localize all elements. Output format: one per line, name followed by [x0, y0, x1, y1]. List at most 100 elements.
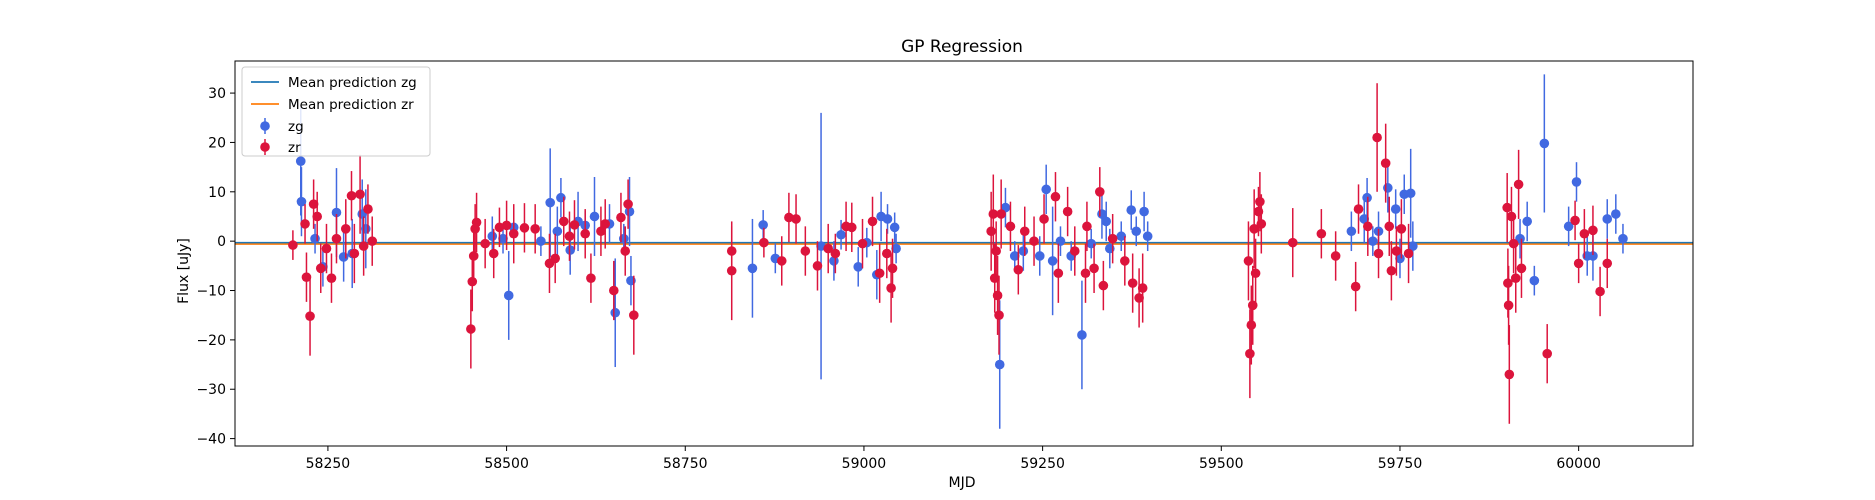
data-point-zg [1018, 246, 1029, 256]
data-point-zr [784, 212, 794, 223]
data-point-zr [1039, 214, 1049, 224]
legend-label-zr: zr [288, 140, 301, 156]
data-point-zg [1142, 231, 1153, 242]
data-point-zg [1602, 214, 1613, 224]
data-point-zr [1363, 221, 1373, 232]
data-point-zr [1570, 215, 1580, 226]
data-point-zr [986, 226, 996, 237]
data-point-zg [836, 229, 846, 240]
data-point-zr [791, 214, 801, 224]
data-point-zr [600, 219, 611, 229]
data-point-zg [891, 243, 901, 254]
data-point-zr [1391, 246, 1402, 256]
data-point-zg [1009, 251, 1020, 261]
x-axis-label: MJD [949, 475, 976, 491]
data-point-zg [1408, 241, 1418, 251]
data-point-zr [550, 253, 560, 264]
data-point-zr [1107, 233, 1118, 244]
y-tick-label: 30 [208, 86, 226, 102]
data-point-zr [623, 199, 633, 209]
data-point-zr [321, 243, 332, 254]
data-point-zg [1618, 233, 1628, 244]
data-point-zr [301, 272, 312, 282]
data-point-zr [315, 263, 326, 274]
data-point-zr [759, 237, 769, 248]
data-point-zr [1330, 251, 1341, 261]
plot-frame [234, 60, 1694, 447]
data-point-zr [569, 220, 580, 230]
data-point-zg [1139, 206, 1149, 217]
data-point-zr [996, 209, 1006, 219]
data-point-zg [296, 196, 307, 207]
x-tick-label: 58750 [663, 456, 708, 472]
data-point-zg [1131, 226, 1142, 237]
x-tick-label: 59250 [1020, 456, 1065, 472]
data-point-zr [800, 246, 811, 256]
data-point-zr [358, 241, 369, 251]
data-point-zr [346, 190, 357, 201]
data-point-zg [536, 236, 546, 246]
y-tick-label: −10 [196, 284, 226, 300]
data-point-zr [1053, 268, 1064, 279]
data-point-zr [726, 246, 737, 256]
legend-marker-zg [260, 121, 270, 131]
data-point-zg [1126, 205, 1137, 215]
y-tick-label: 0 [217, 234, 226, 250]
data-point-zr [1502, 202, 1512, 213]
data-point-zg [1368, 236, 1378, 246]
data-point-zg [610, 307, 621, 318]
data-point-zr [367, 236, 378, 246]
data-point-zg [310, 233, 320, 244]
data-point-zg [1077, 330, 1087, 340]
data-point-zr [1595, 286, 1605, 297]
data-point-zr [1602, 258, 1613, 269]
legend-marker-zr [260, 142, 270, 152]
data-point-zr [867, 216, 878, 227]
data-point-zg [338, 252, 349, 262]
data-point-zg [360, 224, 371, 234]
data-point-zr [480, 238, 490, 249]
data-point-zr [620, 246, 631, 256]
data-point-zg [853, 262, 864, 272]
data-point-zr [1384, 221, 1395, 232]
data-point-zr [988, 209, 999, 219]
legend-label-mean-zr: Mean prediction zr [288, 97, 414, 113]
data-point-zr [1316, 228, 1327, 239]
data-point-zr [812, 261, 823, 271]
data-point-zr [519, 223, 530, 233]
data-point-zr [1256, 219, 1267, 229]
data-point-zr [1255, 196, 1265, 207]
data-point-zr [1579, 228, 1590, 239]
data-point-zr [1513, 179, 1524, 190]
data-point-zg [1116, 231, 1127, 242]
data-point-zg [331, 207, 342, 218]
data-point-zr [300, 219, 310, 229]
data-point-zr [1098, 280, 1109, 291]
data-point-zg [1611, 209, 1621, 219]
data-point-zr [1080, 268, 1091, 279]
data-point-zg [1034, 251, 1045, 261]
data-point-zr [830, 248, 841, 259]
data-point-zr [1005, 221, 1016, 232]
data-point-zr [363, 204, 373, 214]
data-point-zr [1247, 300, 1258, 311]
data-point-zr [1542, 348, 1552, 359]
data-point-zr [1506, 211, 1517, 222]
data-point-zg [624, 206, 635, 217]
data-point-zr [558, 216, 569, 227]
data-point-zr [308, 199, 319, 209]
data-point-zr [1062, 206, 1073, 217]
data-point-zr [596, 226, 606, 237]
data-point-zr [1396, 224, 1407, 234]
data-point-zg [889, 222, 900, 233]
data-point-zg [829, 256, 839, 266]
data-point-zr [467, 276, 478, 287]
data-point-zr [1353, 204, 1364, 214]
data-point-zr [1503, 278, 1513, 288]
data-point-zg [552, 226, 563, 237]
data-point-zg [1390, 204, 1401, 214]
y-tick-label: 10 [208, 185, 226, 201]
data-point-zr [1127, 278, 1138, 288]
data-point-zg [487, 231, 498, 242]
data-point-zr [580, 228, 591, 239]
